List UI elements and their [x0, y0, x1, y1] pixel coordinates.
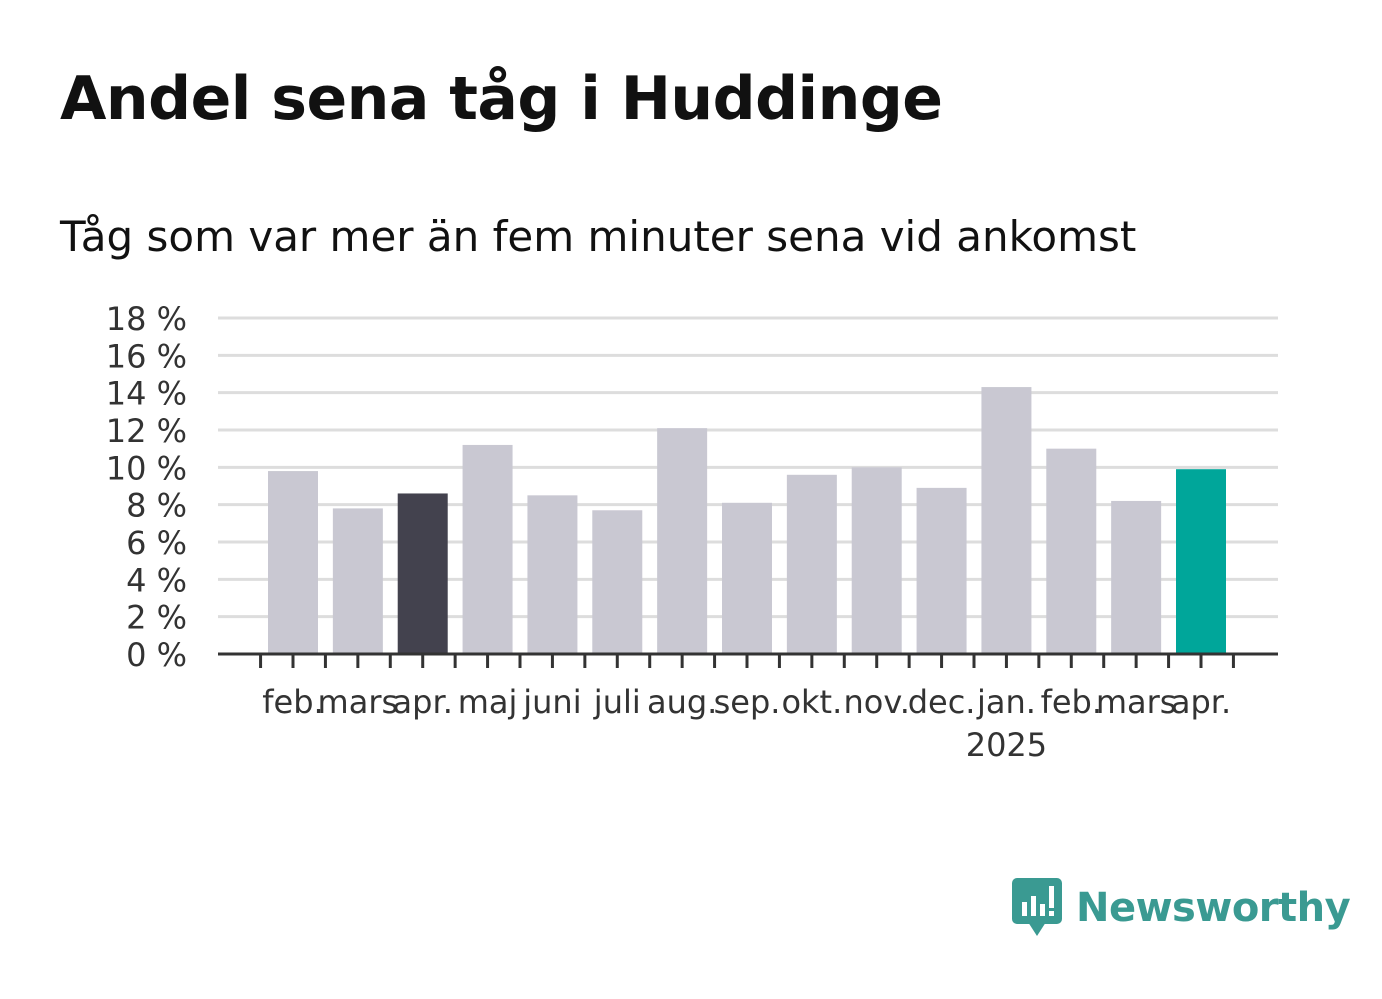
bar [462, 444, 513, 654]
x-tick-label: mars [318, 683, 399, 721]
chart-subtitle: Tåg som var mer än fem minuter sena vid … [60, 212, 1137, 261]
y-tick-label: 4 % [126, 561, 187, 599]
bar [527, 495, 578, 654]
x-tick-label: juli [593, 683, 641, 721]
bar [851, 467, 902, 654]
chart-title: Andel sena tåg i Huddinge [60, 64, 943, 134]
y-tick-label: 12 % [106, 412, 187, 450]
bars [268, 387, 1226, 654]
bar [332, 508, 383, 654]
x-tick-label: juni [522, 683, 581, 721]
x-tick-label: maj [458, 683, 518, 721]
x-tick-label: aug. [647, 683, 717, 721]
x-tick-label: apr. [1171, 683, 1231, 721]
x-tick-label: nov. [843, 683, 909, 721]
x-year-label: 2025 [966, 726, 1047, 764]
x-tick-label: okt. [781, 683, 842, 721]
y-tick-label: 0 % [126, 636, 187, 674]
bar [657, 428, 708, 654]
x-tick-label: dec. [908, 683, 976, 721]
newsworthy-logo: Newsworthy [1012, 878, 1351, 938]
newsworthy-logo-icon [1012, 878, 1062, 936]
x-tick-label: mars [1096, 683, 1177, 721]
bar [916, 487, 967, 654]
bar [786, 474, 837, 654]
bar [981, 387, 1032, 654]
x-tick-label: sep. [714, 683, 781, 721]
x-tick-label: feb. [1041, 683, 1102, 721]
y-tick-label: 8 % [126, 487, 187, 525]
y-tick-label: 14 % [106, 375, 187, 413]
bar [268, 471, 318, 654]
bar [1046, 448, 1097, 654]
bar [397, 493, 448, 654]
y-tick-label: 10 % [106, 449, 187, 487]
x-axis [218, 652, 1278, 668]
x-tick-label: feb. [262, 683, 323, 721]
bar [1111, 500, 1162, 654]
bar [592, 510, 643, 654]
y-tick-label: 2 % [126, 599, 187, 637]
x-tick-label: apr. [393, 683, 453, 721]
y-tick-label: 6 % [126, 524, 187, 562]
y-tick-label: 18 % [106, 300, 187, 338]
y-tick-label: 16 % [106, 337, 187, 375]
y-axis-labels: 0 %2 %4 %6 %8 %10 %12 %14 %16 %18 % [106, 300, 187, 674]
newsworthy-logo-text: Newsworthy [1076, 885, 1351, 931]
bar [1176, 469, 1226, 654]
bar [722, 502, 772, 654]
x-tick-label: jan. [976, 683, 1036, 721]
